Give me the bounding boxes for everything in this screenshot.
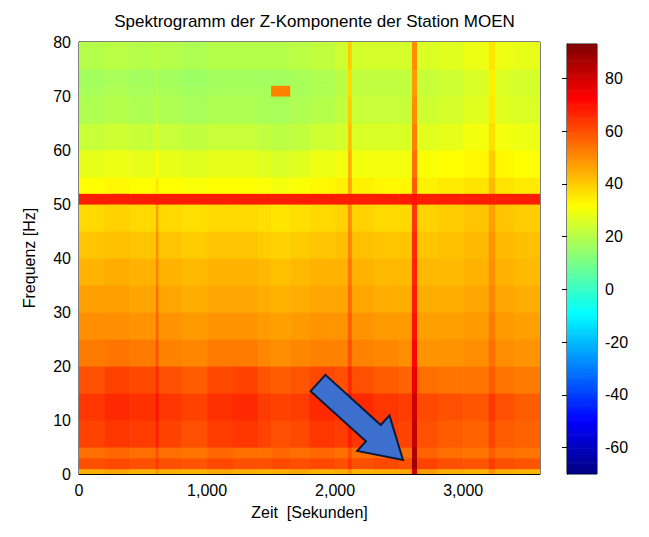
svg-text:-20: -20 xyxy=(605,334,628,351)
svg-text:10: 10 xyxy=(53,412,71,429)
svg-text:60: 60 xyxy=(605,123,623,140)
svg-text:Spektrogramm der Z-Komponente: Spektrogramm der Z-Komponente der Statio… xyxy=(114,12,515,31)
svg-text:1,000: 1,000 xyxy=(187,482,227,499)
svg-text:Frequenz [Hz]: Frequenz [Hz] xyxy=(21,208,38,308)
svg-text:80: 80 xyxy=(53,34,71,51)
svg-text:20: 20 xyxy=(605,228,623,245)
svg-text:0: 0 xyxy=(605,281,614,298)
svg-text:20: 20 xyxy=(53,358,71,375)
svg-text:0: 0 xyxy=(62,466,71,483)
svg-text:70: 70 xyxy=(53,88,71,105)
svg-text:30: 30 xyxy=(53,304,71,321)
svg-text:40: 40 xyxy=(53,250,71,267)
svg-text:-40: -40 xyxy=(605,386,628,403)
svg-text:0: 0 xyxy=(75,482,84,499)
svg-text:60: 60 xyxy=(53,142,71,159)
svg-text:80: 80 xyxy=(605,70,623,87)
svg-text:2,000: 2,000 xyxy=(315,482,355,499)
svg-text:-60: -60 xyxy=(605,439,628,456)
svg-text:50: 50 xyxy=(53,196,71,213)
svg-text:3,000: 3,000 xyxy=(443,482,483,499)
svg-text:Zeit [Sekunden]: Zeit [Sekunden] xyxy=(251,504,368,521)
svg-text:40: 40 xyxy=(605,175,623,192)
